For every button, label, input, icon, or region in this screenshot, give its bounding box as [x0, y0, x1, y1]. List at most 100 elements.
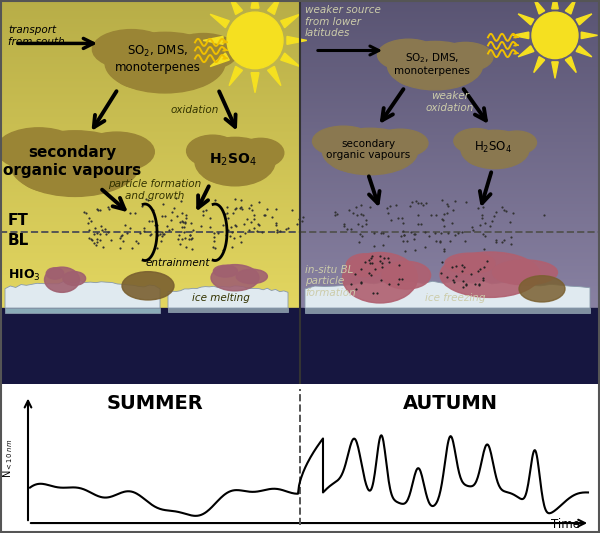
- Point: [447, 219, 457, 228]
- Point: [254, 197, 263, 206]
- Ellipse shape: [395, 62, 447, 87]
- Point: [188, 245, 197, 253]
- Point: [383, 232, 393, 240]
- Point: [91, 241, 101, 249]
- Point: [413, 220, 422, 228]
- Point: [348, 209, 358, 217]
- Polygon shape: [305, 308, 590, 313]
- Point: [157, 232, 167, 240]
- Point: [468, 226, 478, 235]
- Polygon shape: [168, 286, 288, 308]
- Point: [229, 209, 238, 217]
- Point: [400, 247, 410, 255]
- Ellipse shape: [214, 265, 238, 277]
- Point: [236, 203, 246, 212]
- Point: [508, 209, 518, 217]
- Point: [223, 208, 232, 217]
- Point: [398, 237, 408, 245]
- Polygon shape: [251, 72, 259, 93]
- Ellipse shape: [382, 261, 431, 289]
- Ellipse shape: [0, 128, 81, 171]
- Point: [437, 257, 447, 266]
- Point: [377, 276, 386, 284]
- Point: [447, 262, 457, 271]
- Point: [85, 225, 94, 234]
- Point: [185, 231, 195, 240]
- Point: [100, 225, 110, 233]
- Point: [119, 205, 128, 214]
- Point: [227, 243, 237, 251]
- Point: [397, 214, 407, 222]
- Ellipse shape: [63, 271, 86, 286]
- Point: [92, 237, 102, 246]
- Point: [95, 230, 105, 239]
- Point: [368, 288, 378, 297]
- Point: [169, 204, 179, 212]
- Point: [427, 211, 436, 220]
- Point: [497, 238, 506, 246]
- Point: [146, 230, 156, 238]
- Point: [158, 199, 167, 208]
- Text: SUMMER: SUMMER: [107, 394, 203, 413]
- Point: [453, 229, 463, 238]
- Point: [253, 227, 262, 235]
- Point: [479, 263, 488, 271]
- Polygon shape: [552, 0, 558, 9]
- Point: [103, 203, 112, 212]
- Point: [370, 264, 380, 273]
- Point: [101, 230, 111, 238]
- Point: [332, 210, 341, 219]
- Point: [400, 231, 409, 239]
- Point: [185, 231, 195, 240]
- Point: [394, 261, 404, 269]
- Point: [497, 203, 507, 212]
- Point: [250, 215, 259, 224]
- Polygon shape: [576, 14, 592, 25]
- Point: [178, 209, 187, 217]
- Point: [260, 211, 270, 220]
- Point: [167, 224, 176, 233]
- Point: [402, 237, 412, 246]
- Point: [506, 239, 515, 248]
- Point: [182, 243, 191, 252]
- Point: [188, 233, 197, 242]
- Point: [211, 244, 220, 252]
- Point: [383, 254, 393, 262]
- Point: [148, 216, 157, 225]
- Point: [431, 211, 440, 219]
- Polygon shape: [565, 0, 576, 14]
- Point: [491, 208, 501, 216]
- Point: [209, 233, 218, 241]
- Point: [461, 198, 470, 207]
- Point: [384, 280, 394, 288]
- Point: [85, 233, 94, 242]
- Point: [223, 226, 232, 235]
- Point: [446, 237, 455, 245]
- Point: [221, 231, 230, 239]
- Text: entrainment: entrainment: [146, 257, 210, 268]
- Point: [368, 252, 377, 260]
- Point: [173, 235, 183, 243]
- Point: [218, 221, 228, 229]
- Point: [331, 207, 340, 216]
- Point: [365, 259, 375, 268]
- Point: [407, 228, 416, 236]
- Point: [226, 223, 236, 231]
- Point: [240, 229, 250, 237]
- Point: [378, 241, 388, 249]
- Point: [346, 280, 356, 288]
- Point: [361, 216, 371, 224]
- Point: [413, 199, 423, 207]
- Point: [481, 232, 490, 240]
- Circle shape: [532, 12, 578, 59]
- Point: [479, 245, 488, 254]
- Point: [437, 196, 446, 205]
- Point: [499, 236, 509, 244]
- Point: [257, 228, 266, 237]
- Point: [246, 200, 256, 209]
- Point: [452, 262, 461, 271]
- Point: [163, 222, 172, 231]
- Point: [249, 211, 259, 219]
- Point: [474, 280, 484, 289]
- Point: [178, 218, 187, 227]
